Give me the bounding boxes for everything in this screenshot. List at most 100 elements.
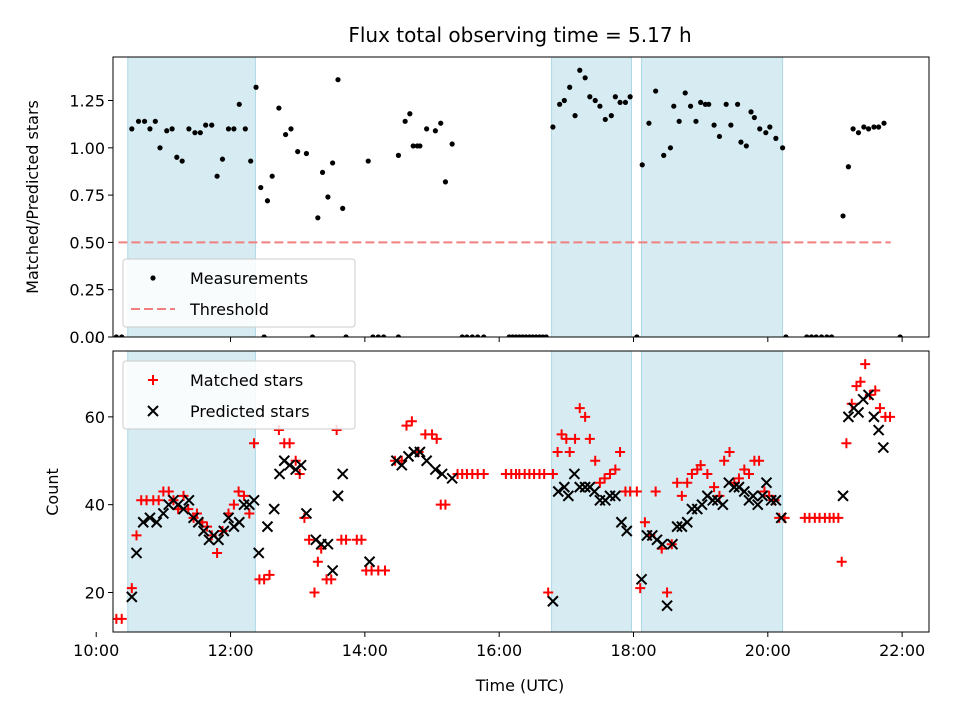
x-axis-label: Time (UTC) [475, 676, 564, 695]
predicted-star-marker [295, 459, 307, 471]
legend-marker-measurements [150, 275, 156, 281]
matched-star-marker [356, 534, 367, 545]
matched-star-marker [131, 530, 142, 541]
measurement-point [634, 334, 640, 337]
matched-star-marker [341, 534, 352, 545]
predicted-star-marker [552, 485, 564, 498]
predicted-star-marker [436, 468, 448, 480]
matched-star-marker [733, 473, 744, 484]
measurement-point [340, 205, 346, 211]
chart-title: Flux total observing time = 5.17 h [348, 23, 691, 47]
matched-star-marker [233, 486, 244, 497]
matched-star-marker [116, 613, 127, 624]
matched-star-marker [249, 438, 260, 449]
measurement-point [840, 213, 846, 219]
predicted-star-marker [842, 411, 855, 423]
predicted-star-marker [656, 538, 669, 550]
measurement-point [438, 120, 444, 126]
measurement-point [676, 118, 682, 124]
measurement-point [264, 198, 271, 204]
predicted-star-marker [157, 507, 170, 520]
measurement-point [432, 128, 438, 134]
matched-star-marker [440, 499, 451, 510]
predicted-star-marker [253, 547, 265, 559]
bottom-y-axis-label: Count [43, 468, 62, 516]
predicted-star-marker [872, 424, 885, 436]
measurement-point [242, 126, 248, 132]
predicted-star-marker [615, 516, 628, 528]
legend-box [122, 360, 356, 430]
top-y-axis-label: Matched/Predicted stars [23, 100, 42, 294]
matched-star-marker [855, 376, 866, 387]
measurement-point [442, 179, 449, 185]
shaded-interval [551, 351, 632, 632]
axes-frame [112, 56, 930, 338]
matched-star-marker [702, 468, 713, 479]
measurement-point [236, 101, 242, 107]
measurement-point [743, 143, 749, 149]
legend-marker-matched [148, 375, 158, 385]
predicted-star-marker [579, 481, 591, 493]
measurement-point [627, 94, 633, 100]
measurement-point [288, 126, 294, 132]
y-tick-label: 20 [85, 583, 105, 602]
measurement-point [315, 215, 321, 221]
measurement-point [897, 334, 903, 337]
predicted-star-marker [609, 490, 622, 502]
predicted-star-marker [752, 498, 764, 511]
measurement-point [481, 334, 487, 337]
predicted-star-marker [273, 468, 286, 480]
axes-frame [112, 350, 930, 633]
matched-star-marker [584, 433, 595, 444]
measurement-point [716, 133, 723, 140]
matched-star-marker [238, 490, 249, 501]
matched-star-marker [556, 429, 567, 440]
matched-star-marker [406, 416, 417, 427]
measurement-point [261, 334, 267, 337]
measurement-point [303, 150, 310, 157]
predicted-star-marker [666, 538, 679, 550]
matched-star-marker [574, 403, 585, 414]
predicted-star-marker [150, 516, 163, 528]
matched-star-marker [228, 499, 239, 510]
predicted-star-marker [728, 481, 740, 493]
measurement-point [319, 169, 326, 176]
measurement-point [269, 173, 275, 179]
measurement-point [592, 97, 598, 104]
predicted-star-marker [696, 498, 708, 511]
matched-star-marker [719, 455, 730, 466]
measurement-point [381, 334, 387, 337]
matched-star-marker [594, 477, 605, 488]
matched-star-marker [739, 464, 750, 475]
matched-star-marker [709, 482, 720, 493]
measurement-point [253, 84, 259, 90]
matched-star-marker [244, 508, 255, 519]
predicted-star-marker [756, 490, 769, 502]
measurement-point [295, 148, 301, 155]
measurement-point [283, 131, 289, 138]
measurement-point [192, 130, 198, 136]
predicted-star-marker [837, 490, 849, 502]
measurement-point [608, 113, 614, 119]
measurement-point [179, 158, 185, 164]
measurement-point [141, 118, 148, 124]
measurement-point [209, 122, 215, 128]
plot-area [113, 351, 896, 632]
y-tick-label: 0.75 [69, 186, 105, 205]
matched-star-marker [309, 587, 320, 598]
matched-star-marker [860, 359, 871, 370]
measurement-point [639, 162, 645, 168]
predicted-star-marker [268, 503, 280, 515]
predicted-star-marker [326, 564, 339, 577]
measurement-point [157, 145, 163, 151]
measurement-point [617, 99, 623, 106]
matched-star-marker [599, 473, 610, 484]
measurement-point [402, 118, 408, 124]
predicted-star-marker [300, 507, 313, 520]
predicted-star-marker [130, 547, 143, 559]
measurement-point [395, 152, 402, 158]
predicted-star-marker [332, 490, 344, 502]
measurement-point [113, 334, 119, 337]
matched-star-marker [615, 446, 626, 457]
predicted-star-marker [183, 494, 195, 506]
